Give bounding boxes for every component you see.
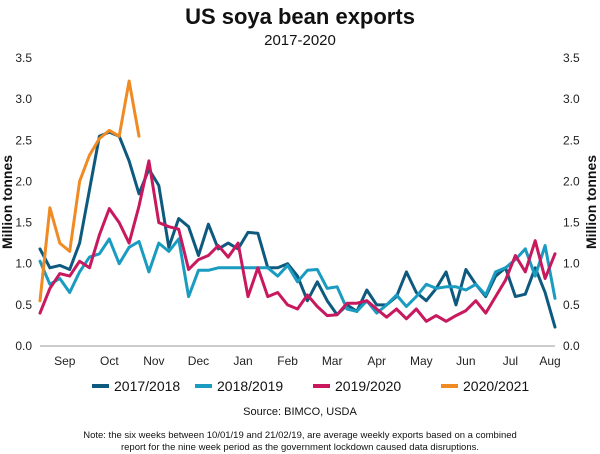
y-axis-right: 0.0 0.5 1.0 1.5 2.0 2.5 3.0 3.5 [563, 51, 580, 353]
footnote-line-1: Note: the six weeks between 10/01/19 and… [83, 430, 517, 441]
y-tick-left: 1.5 [15, 216, 32, 230]
y-axis-left-label: Million tonnes [0, 155, 15, 249]
y-axis-right-label: Million tonnes [583, 155, 599, 249]
y-tick-left: 0.0 [15, 339, 32, 353]
y-tick-right: 0.0 [563, 339, 580, 353]
y-tick-left: 3.5 [15, 51, 32, 65]
source-text: Source: BIMCO, USDA [243, 406, 357, 418]
legend: 2017/2018 2018/2019 2019/2020 2020/2021 [92, 378, 529, 394]
legend-label: 2020/2021 [463, 378, 529, 394]
x-tick-nov: Nov [143, 354, 164, 368]
legend-label: 2018/2019 [217, 378, 283, 394]
x-tick-apr: Apr [367, 354, 386, 368]
x-tick-sep: Sep [54, 354, 76, 368]
y-tick-left: 3.0 [15, 92, 32, 106]
y-axis-left: 0.0 0.5 1.0 1.5 2.0 2.5 3.0 3.5 [15, 51, 32, 353]
footnote-line-2: report for the nine week period as the g… [121, 442, 479, 453]
x-tick-dec: Dec [188, 354, 209, 368]
series-lines [38, 79, 557, 329]
y-tick-left: 2.5 [15, 133, 32, 147]
y-tick-right: 2.5 [563, 133, 580, 147]
x-tick-oct: Oct [100, 354, 119, 368]
x-tick-feb: Feb [277, 354, 298, 368]
y-tick-right: 0.5 [563, 298, 580, 312]
x-tick-mar: Mar [322, 354, 343, 368]
y-tick-left: 0.5 [15, 298, 32, 312]
series-line-2019-2020 [38, 159, 557, 323]
legend-label: 2017/2018 [114, 378, 180, 394]
chart-title: US soya bean exports [185, 4, 415, 29]
series-line-2020-2021 [38, 79, 141, 303]
x-tick-may: May [410, 354, 433, 368]
chart-subtitle: 2017-2020 [264, 32, 336, 49]
y-tick-right: 2.0 [563, 174, 580, 188]
y-tick-left: 2.0 [15, 174, 32, 188]
x-tick-jun: Jun [456, 354, 475, 368]
x-tick-aug: Aug [539, 354, 560, 368]
y-tick-right: 3.0 [563, 92, 580, 106]
y-tick-right: 1.5 [563, 216, 580, 230]
y-tick-right: 1.0 [563, 257, 580, 271]
y-tick-right: 3.5 [563, 51, 580, 65]
x-axis: Sep Oct Nov Dec Jan Feb Mar Apr May Jun Jul Aug [54, 354, 561, 368]
legend-label: 2019/2020 [335, 378, 401, 394]
series-line-2018-2019 [38, 237, 557, 315]
series-line-2017-2018 [38, 130, 557, 329]
x-tick-jul: Jul [503, 354, 518, 368]
y-tick-left: 1.0 [15, 257, 32, 271]
x-tick-jan: Jan [233, 354, 252, 368]
